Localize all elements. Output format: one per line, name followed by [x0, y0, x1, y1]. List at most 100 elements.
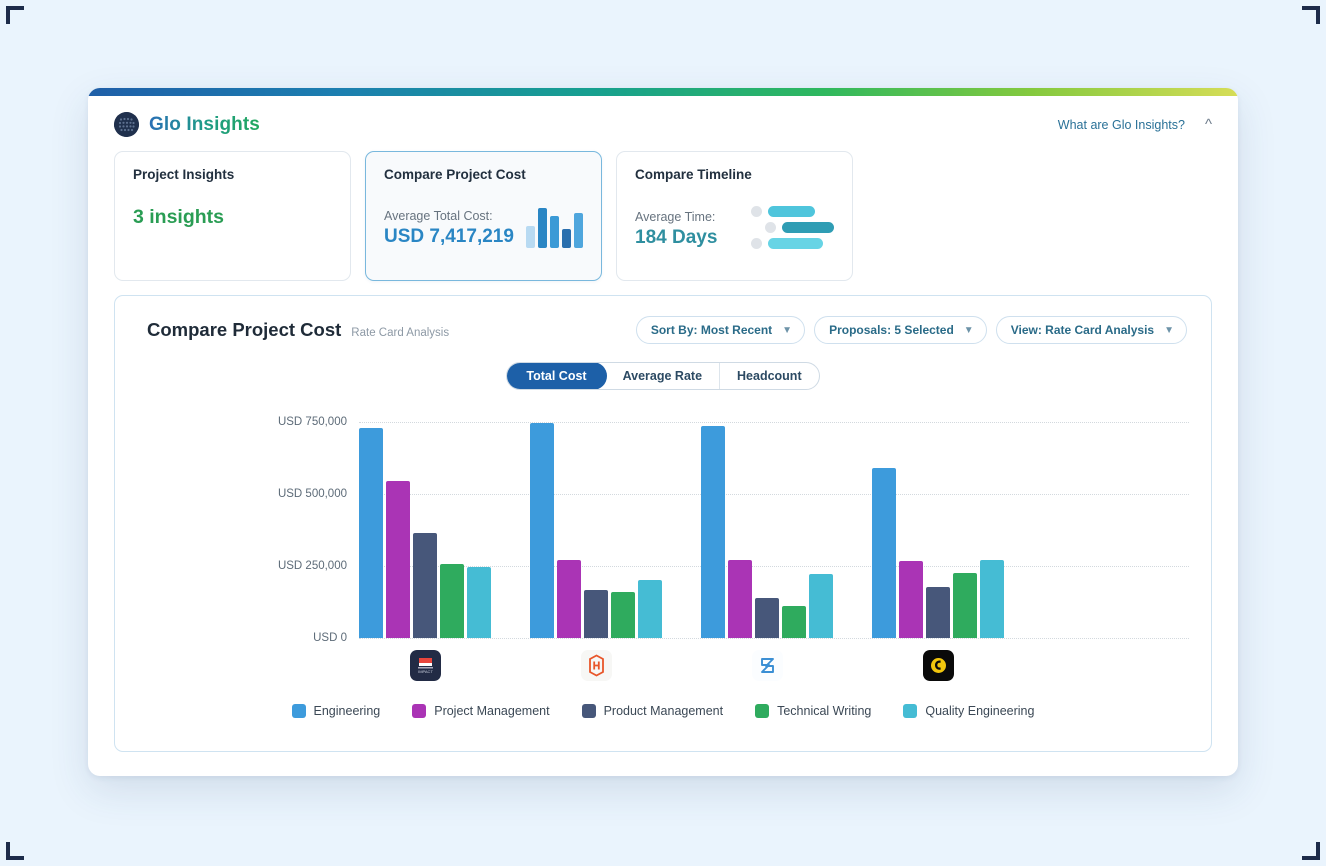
corner-mark-top-left [6, 6, 24, 24]
bar[interactable] [809, 573, 833, 638]
card-compare-project-cost[interactable]: Compare Project Cost Average Total Cost:… [365, 151, 602, 281]
grid-line [359, 494, 1189, 495]
bar[interactable] [755, 597, 779, 638]
tab-headcount[interactable]: Headcount [737, 369, 802, 383]
x-axis-category-icons: IMPACT [359, 650, 1189, 690]
bar[interactable] [953, 572, 977, 638]
chart-legend: Engineering Project Management Product Man… [115, 704, 1211, 718]
legend-swatch [291, 704, 306, 718]
legend-label: Engineering [313, 704, 381, 718]
chart-panel: Compare Project Cost Rate Card Analysis … [114, 295, 1212, 752]
bar[interactable] [530, 422, 554, 638]
bar-group [530, 422, 662, 638]
legend-swatch [412, 704, 427, 718]
bar[interactable] [440, 564, 464, 638]
bar[interactable] [728, 560, 752, 638]
y-axis-tick-label: USD 500,000 [277, 488, 347, 500]
app-title: Glo Insights [149, 113, 260, 135]
bar[interactable] [701, 425, 725, 638]
y-axis-tick-label: USD 250,000 [277, 560, 347, 572]
card-compare-timeline[interactable]: Compare Timeline Average Time: 184 Days [616, 151, 853, 281]
legend-label: Project Management [434, 704, 550, 718]
y-axis-tick-label: USD 0 [313, 632, 347, 644]
card-subtitle: Average Time: [635, 210, 716, 224]
legend-item[interactable]: Engineering [291, 704, 381, 718]
bar[interactable] [926, 587, 950, 638]
panel-header: Glo Insights What are Glo Insights? ^ [88, 96, 1238, 137]
legend-swatch [755, 704, 770, 718]
what-are-glo-insights-link[interactable]: What are Glo Insights? [1057, 117, 1185, 132]
y-axis-tick-label: USD 750,000 [277, 416, 347, 428]
legend-label: Product Management [603, 704, 724, 718]
legend-item[interactable]: Quality Engineering [903, 704, 1034, 718]
globe-grid-icon [114, 112, 139, 137]
bar[interactable] [386, 481, 410, 638]
card-title: Compare Project Cost [384, 167, 526, 182]
coin-logo[interactable] [922, 650, 954, 681]
view-label: View: Rate Card Analysis [1010, 323, 1155, 337]
bar[interactable] [359, 427, 383, 638]
legend-item[interactable]: Technical Writing [755, 704, 871, 718]
proposals-label: Proposals: 5 Selected [829, 323, 954, 337]
bar[interactable] [638, 579, 662, 638]
chart-controls: Sort By: Most Recent ▼ Proposals: 5 Sele… [635, 316, 1187, 344]
corner-mark-top-right [1302, 6, 1320, 24]
legend-swatch [903, 704, 918, 718]
zed-logo[interactable] [751, 650, 783, 681]
hashicorp-logo[interactable] [580, 650, 612, 681]
bar-group [701, 425, 833, 638]
bar[interactable] [611, 591, 635, 638]
bar-chart-icon [526, 206, 583, 248]
header-actions: What are Glo Insights? ^ [1058, 117, 1212, 132]
corner-mark-bottom-right [1302, 842, 1320, 860]
card-title: Compare Timeline [635, 167, 752, 182]
card-value: 184 Days [635, 227, 718, 248]
grid-line [359, 638, 1189, 639]
tab-average-rate[interactable]: Average Rate [606, 363, 721, 389]
legend-swatch [581, 704, 596, 718]
bar[interactable] [584, 590, 608, 638]
corner-mark-bottom-left [6, 842, 24, 860]
legend-label: Technical Writing [777, 704, 872, 718]
bar[interactable] [782, 606, 806, 638]
grid-lines [359, 404, 1189, 639]
view-dropdown[interactable]: View: Rate Card Analysis ▼ [995, 316, 1187, 344]
chevron-up-icon[interactable]: ^ [1204, 116, 1212, 133]
grid-line [359, 566, 1189, 567]
bar-chart: USD 0 USD 250,000 USD 500,000 USD 750,000 I… [115, 404, 1211, 749]
card-project-insights[interactable]: Project Insights 3 insights [114, 151, 351, 281]
tab-total-cost[interactable]: Total Cost [507, 363, 607, 389]
page-subtitle: Rate Card Analysis [351, 327, 450, 339]
gantt-timeline-icon [751, 206, 834, 249]
chevron-down-icon: ▼ [1164, 324, 1174, 336]
proposals-dropdown[interactable]: Proposals: 5 Selected ▼ [814, 316, 987, 344]
grid-line [359, 422, 1189, 423]
bar[interactable] [413, 533, 437, 638]
gradient-accent-bar [88, 88, 1238, 96]
bar[interactable] [980, 559, 1004, 638]
summary-cards: Project Insights 3 insights Compare Proj… [88, 137, 1238, 281]
bar-groups [359, 404, 1189, 638]
impact-logo[interactable]: IMPACT [409, 650, 441, 681]
bar-group [872, 467, 1004, 638]
card-title: Project Insights [133, 167, 235, 182]
bar[interactable] [872, 467, 896, 638]
legend-item[interactable]: Product Management [581, 704, 724, 718]
glo-insights-window: Glo Insights What are Glo Insights? ^ Pr… [88, 88, 1238, 776]
bar[interactable] [467, 567, 491, 638]
card-value: USD 7,417,219 [384, 226, 514, 247]
metric-tabs: Total Cost Average Rate Headcount [115, 362, 1211, 390]
bar-group [359, 427, 491, 638]
brand: Glo Insights [114, 112, 260, 137]
legend-item[interactable]: Project Management [412, 704, 550, 718]
legend-label: Quality Engineering [925, 704, 1035, 718]
bar[interactable] [899, 561, 923, 638]
chart-panel-header: Compare Project Cost Rate Card Analysis … [115, 296, 1211, 344]
chevron-down-icon: ▼ [963, 324, 974, 336]
bar[interactable] [557, 559, 581, 638]
svg-text:IMPACT: IMPACT [418, 669, 433, 674]
sort-by-dropdown[interactable]: Sort By: Most Recent ▼ [635, 316, 806, 344]
card-subtitle: Average Total Cost: [384, 209, 493, 223]
sort-by-label: Sort By: Most Recent [650, 323, 773, 337]
card-value: 3 insights [133, 206, 225, 228]
